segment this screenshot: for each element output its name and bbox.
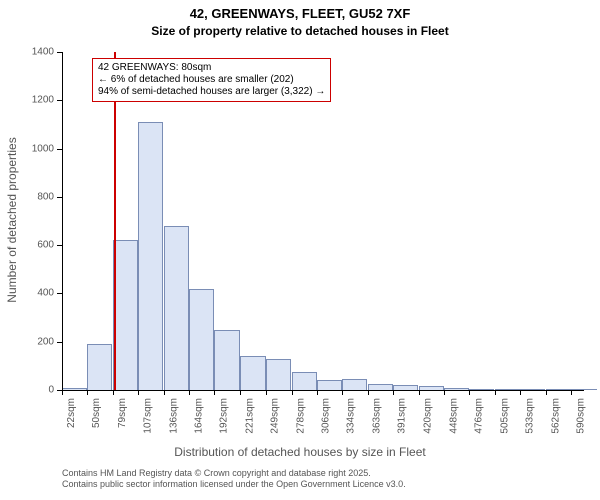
footer-attribution: Contains HM Land Registry data © Crown c… xyxy=(62,468,406,490)
chart-subtitle: Size of property relative to detached ho… xyxy=(0,24,600,38)
y-tick-label: 1400 xyxy=(20,47,54,58)
x-tick-label: 590sqm xyxy=(575,398,586,434)
histogram-bar xyxy=(87,344,112,390)
x-tick-label: 221sqm xyxy=(245,398,256,434)
x-tick-label: 391sqm xyxy=(397,398,408,434)
annotation-line2: ← 6% of detached houses are smaller (202… xyxy=(98,74,325,86)
x-tick-label: 334sqm xyxy=(346,398,357,434)
y-tick-label: 0 xyxy=(20,385,54,396)
y-tick-label: 1200 xyxy=(20,95,54,106)
y-tick-label: 800 xyxy=(20,191,54,202)
footer-line1: Contains HM Land Registry data © Crown c… xyxy=(62,468,406,479)
footer-line2: Contains public sector information licen… xyxy=(62,479,406,490)
x-tick-label: 249sqm xyxy=(270,398,281,434)
x-tick-label: 192sqm xyxy=(218,398,229,434)
histogram-bar xyxy=(189,289,214,390)
histogram-bar xyxy=(214,330,239,390)
histogram-bar xyxy=(113,240,138,390)
chart-title: 42, GREENWAYS, FLEET, GU52 7XF xyxy=(0,6,600,21)
x-tick-label: 136sqm xyxy=(168,398,179,434)
histogram-bar xyxy=(292,372,317,390)
histogram-bar xyxy=(266,359,291,390)
x-tick-label: 278sqm xyxy=(296,398,307,434)
annotation-line1: 42 GREENWAYS: 80sqm xyxy=(98,62,325,74)
y-tick-label: 600 xyxy=(20,240,54,251)
chart-container: 42, GREENWAYS, FLEET, GU52 7XF Size of p… xyxy=(0,0,600,500)
plot-area: 020040060080010001200140022sqm50sqm79sqm… xyxy=(62,52,584,390)
x-tick-label: 50sqm xyxy=(91,398,102,428)
x-tick-label: 448sqm xyxy=(448,398,459,434)
histogram-bar xyxy=(164,226,189,390)
property-marker-line xyxy=(114,52,116,390)
y-tick-label: 1000 xyxy=(20,143,54,154)
histogram-bar xyxy=(138,122,163,390)
x-tick-label: 533sqm xyxy=(524,398,535,434)
y-tick-label: 400 xyxy=(20,288,54,299)
y-tick-label: 200 xyxy=(20,336,54,347)
x-tick-label: 420sqm xyxy=(423,398,434,434)
x-tick-label: 363sqm xyxy=(372,398,383,434)
y-axis-label: Number of detached properties xyxy=(5,51,19,389)
annotation-box: 42 GREENWAYS: 80sqm ← 6% of detached hou… xyxy=(92,58,331,102)
x-tick-label: 306sqm xyxy=(321,398,332,434)
axis-spine xyxy=(62,52,63,390)
x-tick-label: 476sqm xyxy=(473,398,484,434)
histogram-bar xyxy=(317,380,342,390)
x-tick-label: 505sqm xyxy=(499,398,510,434)
axis-spine xyxy=(62,390,584,391)
x-tick-label: 562sqm xyxy=(550,398,561,434)
x-tick-label: 22sqm xyxy=(66,398,77,428)
histogram-bar xyxy=(240,356,265,390)
x-tick-label: 164sqm xyxy=(193,398,204,434)
x-tick-label: 79sqm xyxy=(117,398,128,428)
x-axis-label: Distribution of detached houses by size … xyxy=(0,445,600,459)
annotation-line3: 94% of semi-detached houses are larger (… xyxy=(98,86,325,98)
histogram-bar xyxy=(342,379,367,390)
x-tick-label: 107sqm xyxy=(142,398,153,434)
